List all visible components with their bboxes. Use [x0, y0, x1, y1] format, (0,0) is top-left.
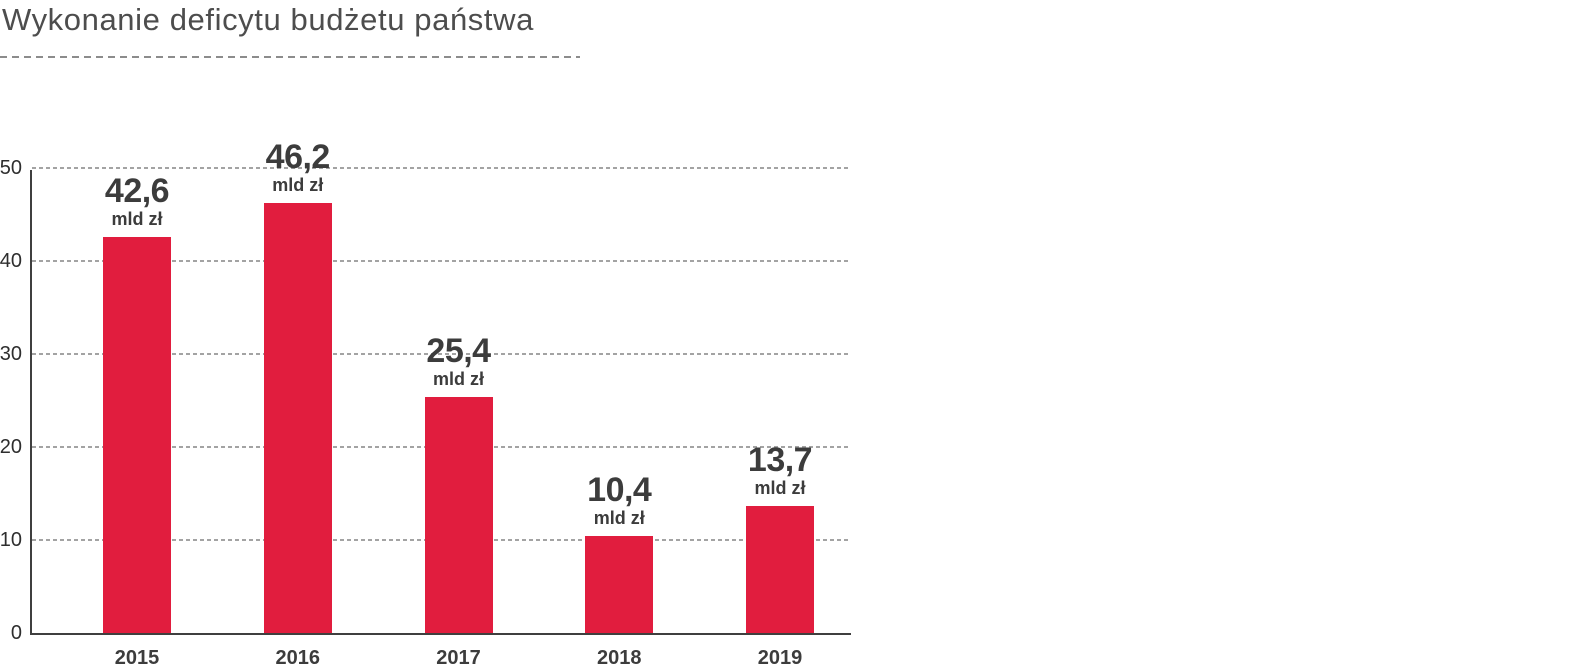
y-tick-label-50: 50	[0, 157, 22, 179]
y-tick-label-10: 10	[0, 529, 22, 551]
bar-label-block-2018: 10,4 mld zł	[549, 472, 689, 528]
bar-unit-label-2019: mld zł	[754, 477, 806, 498]
gridline-30	[32, 353, 851, 355]
bar-label-block-2016: 46,2 mld zł	[228, 139, 368, 195]
bar-unit-label-2018: mld zł	[593, 508, 645, 529]
bar-unit-label-2016: mld zł	[272, 175, 324, 196]
x-tick-label-2017: 2017	[436, 647, 481, 669]
bar-label-block-2015: 42,6 mld zł	[67, 173, 207, 229]
bar-2017	[424, 396, 493, 633]
y-tick-label-0: 0	[10, 622, 22, 644]
gridline-40	[32, 260, 851, 262]
bar-value-label-2016: 46,2	[265, 138, 331, 177]
x-tick-label-2019: 2019	[757, 647, 803, 669]
bar-value-label-2017: 25,4	[426, 331, 491, 370]
bar-label-block-2019: 13,7 mld zł	[710, 442, 850, 498]
bar-label-block-2017: 25,4 mld zł	[389, 333, 529, 389]
bar-value-label-2018: 10,4	[587, 471, 652, 510]
x-tick-label-2015: 2015	[114, 647, 160, 669]
bar-2015	[103, 236, 171, 633]
x-tick-label-2018: 2018	[597, 647, 642, 669]
bar-2019	[746, 505, 814, 633]
bar-2016	[263, 203, 332, 633]
bar-2018	[585, 536, 654, 633]
y-tick-label-20: 20	[0, 436, 22, 458]
y-tick-label-40: 40	[0, 250, 22, 272]
chart-title: Wykonanie deficytu budżetu państwa	[2, 2, 534, 37]
plot-area: 0 10 20 30 40 50 42,6 mld zł 2015 46,2 mld zł 2016 2…	[0, 139, 851, 669]
bar-unit-label-2017: mld zł	[432, 368, 484, 389]
title-dashed-rule	[0, 56, 580, 58]
bar-unit-label-2015: mld zł	[111, 208, 163, 229]
gridline-50	[32, 167, 851, 169]
x-tick-label-2016: 2016	[275, 647, 321, 669]
bar-value-label-2015: 42,6	[104, 171, 170, 210]
bar-value-label-2019: 13,7	[747, 440, 813, 479]
y-tick-label-30: 30	[0, 343, 22, 365]
